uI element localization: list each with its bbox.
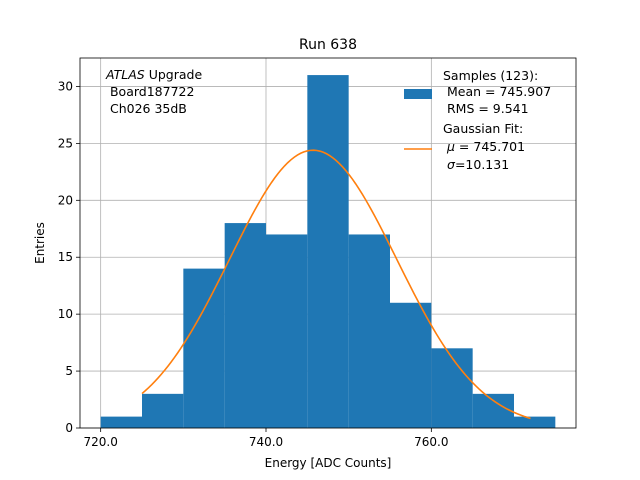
x-tick-label: 720.0	[83, 435, 117, 449]
annotation-channel: Ch026 35dB	[106, 101, 187, 116]
y-axis-ticks: 0 5 10 15 20 25 30	[58, 79, 80, 435]
y-tick-label: 0	[65, 421, 73, 435]
x-axis-ticks: 720.0 740.0 760.0	[83, 428, 449, 449]
histogram-bar-5	[307, 75, 349, 429]
histogram-bars	[100, 75, 556, 429]
y-tick-label: 15	[58, 250, 73, 264]
legend-samples-title: Samples (123):	[443, 68, 538, 83]
legend-sigma-value: =10.131	[455, 157, 509, 172]
chart-title: Run 638	[299, 37, 357, 53]
histogram-bar-3	[224, 223, 266, 428]
legend-mu-symbol: μ	[446, 139, 455, 154]
legend-fit-title: Gaussian Fit:	[443, 121, 523, 136]
legend-samples-swatch	[404, 89, 432, 99]
histogram-bar-8	[431, 348, 473, 428]
legend-sigma-symbol: σ	[447, 157, 456, 172]
histogram-bar-1	[142, 393, 184, 428]
y-tick-label: 30	[58, 79, 73, 93]
annotation-line-1: ATLAS Upgrade	[105, 67, 202, 82]
legend-mu-value: = 745.701	[455, 139, 525, 154]
y-tick-label: 10	[58, 307, 73, 321]
legend-fit-mu: μ = 745.701	[446, 139, 525, 154]
annotation-experiment: ATLAS	[105, 67, 145, 82]
histogram-bar-4	[266, 234, 308, 428]
run-annotation: ATLAS Upgrade Board187722 Ch026 35dB	[105, 67, 202, 116]
legend-samples-mean: Mean = 745.907	[443, 84, 551, 99]
legend: Samples (123): Mean = 745.907 RMS = 9.54…	[404, 68, 551, 172]
histogram-bar-6	[348, 234, 390, 428]
y-tick-label: 20	[58, 193, 73, 207]
y-tick-label: 5	[65, 364, 73, 378]
annotation-board: Board187722	[106, 84, 194, 99]
histogram-bar-7	[390, 302, 432, 428]
legend-fit-sigma: σ=10.131	[447, 157, 509, 172]
gaussian-fit	[141, 149, 531, 420]
x-tick-label: 740.0	[249, 435, 283, 449]
histogram-bar-10	[514, 416, 556, 428]
legend-samples-rms: RMS = 9.541	[443, 101, 529, 116]
histogram-bar-0	[100, 416, 142, 428]
x-axis-label: Energy [ADC Counts]	[265, 456, 392, 470]
y-axis-label: Entries	[33, 222, 47, 264]
annotation-upgrade: Upgrade	[145, 67, 203, 82]
histogram-bar-9	[472, 393, 514, 428]
y-tick-label: 25	[58, 136, 73, 150]
histogram-bar-2	[183, 268, 225, 428]
gaussian-fit-curve	[141, 149, 531, 420]
x-tick-label: 760.0	[414, 435, 448, 449]
plot-frame	[79, 57, 577, 429]
